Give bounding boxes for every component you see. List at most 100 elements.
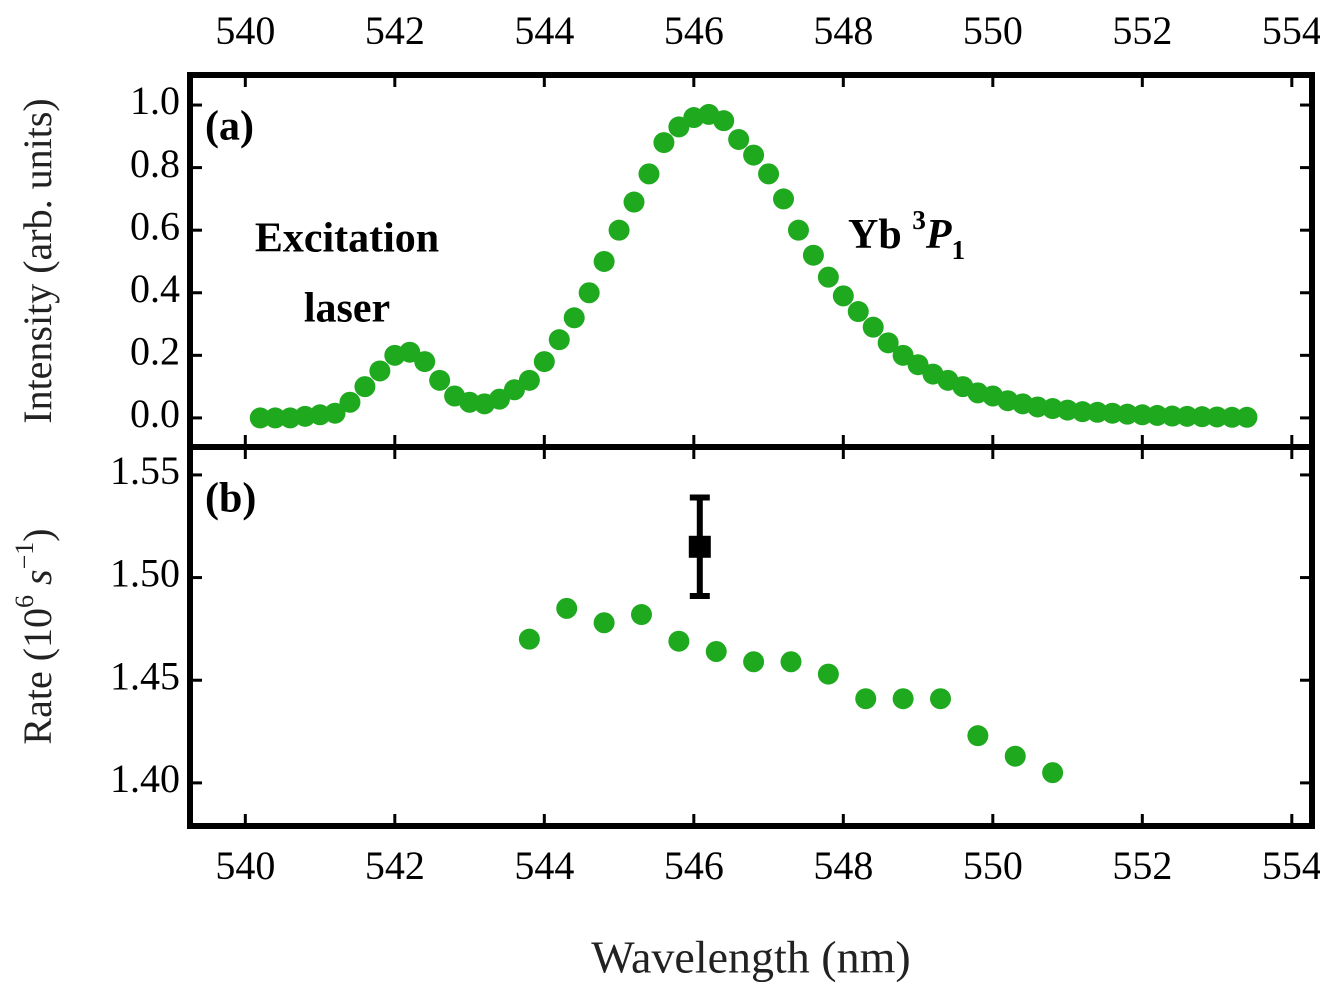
point	[758, 163, 780, 185]
y-tick-label: 0.2	[130, 329, 180, 374]
point	[787, 219, 809, 241]
y-tick-label: 1.0	[130, 78, 180, 123]
point	[503, 379, 525, 401]
x-tick-label: 540	[215, 843, 275, 888]
text-part: s	[15, 569, 60, 595]
y-tick-label: 1.50	[110, 551, 180, 596]
x-axis-label: Wavelength (nm)	[591, 932, 910, 983]
x-tick-label: 546	[664, 8, 724, 53]
point	[339, 391, 361, 413]
point	[414, 351, 436, 373]
point	[1042, 762, 1064, 784]
y-tick-label: 1.45	[110, 653, 180, 698]
point	[817, 266, 839, 288]
point	[1004, 745, 1026, 767]
x-tick-label: 540	[215, 8, 275, 53]
text-part: 3	[912, 205, 926, 235]
point	[518, 628, 540, 650]
panel-label: (a)	[205, 104, 254, 150]
point	[653, 132, 675, 154]
text-part: )	[15, 528, 60, 541]
text-part: −1	[10, 542, 39, 570]
point	[264, 407, 286, 429]
point	[892, 688, 914, 710]
point	[877, 332, 899, 354]
point	[728, 128, 750, 150]
y-tick-label: 0.6	[130, 203, 180, 248]
point	[817, 663, 839, 685]
y-axis-label: Intensity (arb. units)	[15, 98, 60, 424]
text-part: Rate (10	[15, 608, 60, 745]
point	[556, 597, 578, 619]
plot-frame	[187, 444, 1315, 829]
point	[533, 351, 555, 373]
x-tick-label: 542	[365, 8, 425, 53]
y-axis-label: Rate (106 s−1)	[10, 528, 60, 744]
point	[1161, 405, 1183, 427]
point	[593, 612, 615, 634]
point	[929, 688, 951, 710]
point	[593, 250, 615, 272]
point	[802, 244, 824, 266]
point	[608, 219, 630, 241]
point	[1101, 402, 1123, 424]
x-tick-label: 554	[1262, 843, 1320, 888]
point	[668, 630, 690, 652]
x-tick-label: 548	[813, 8, 873, 53]
annotation: Excitation	[255, 216, 439, 262]
point	[1176, 405, 1198, 427]
x-tick-label: 552	[1112, 8, 1172, 53]
point	[1072, 401, 1094, 423]
point	[399, 341, 421, 363]
point	[1131, 404, 1153, 426]
x-tick-label: 552	[1112, 843, 1172, 888]
text-part: Yb	[848, 212, 912, 258]
x-tick-label: 550	[963, 843, 1023, 888]
point	[713, 110, 735, 132]
x-tick-label: 550	[963, 8, 1023, 53]
point	[1146, 404, 1168, 426]
point	[705, 640, 727, 662]
point	[429, 369, 451, 391]
point	[855, 688, 877, 710]
text-part: P	[925, 212, 952, 258]
point	[369, 360, 391, 382]
point	[1236, 406, 1258, 428]
text-part: 6	[10, 595, 39, 608]
point	[630, 604, 652, 626]
point	[892, 344, 914, 366]
point	[967, 725, 989, 747]
point	[907, 354, 929, 376]
point	[354, 376, 376, 398]
point	[324, 402, 346, 424]
point	[832, 285, 854, 307]
point	[668, 116, 690, 138]
point	[1221, 406, 1243, 428]
point	[847, 301, 869, 323]
x-tick-label: 542	[365, 843, 425, 888]
y-tick-label: 0.4	[130, 266, 180, 311]
point	[548, 329, 570, 351]
x-tick-label: 548	[813, 843, 873, 888]
point	[773, 188, 795, 210]
y-tick-label: 0.8	[130, 141, 180, 186]
point	[743, 651, 765, 673]
annotation: Yb 3P1	[848, 205, 965, 265]
text-part: 1	[952, 235, 966, 265]
point	[743, 144, 765, 166]
x-tick-label: 546	[664, 843, 724, 888]
point	[563, 307, 585, 329]
point	[862, 316, 884, 338]
point	[1116, 403, 1138, 425]
point	[249, 407, 271, 429]
annotation: laser	[304, 286, 390, 332]
y-tick-label: 0.0	[130, 391, 180, 436]
point	[488, 388, 510, 410]
x-tick-label: 544	[514, 843, 574, 888]
point	[1191, 406, 1213, 428]
point	[1086, 401, 1108, 423]
point	[518, 369, 540, 391]
y-tick-label: 1.55	[110, 448, 180, 493]
